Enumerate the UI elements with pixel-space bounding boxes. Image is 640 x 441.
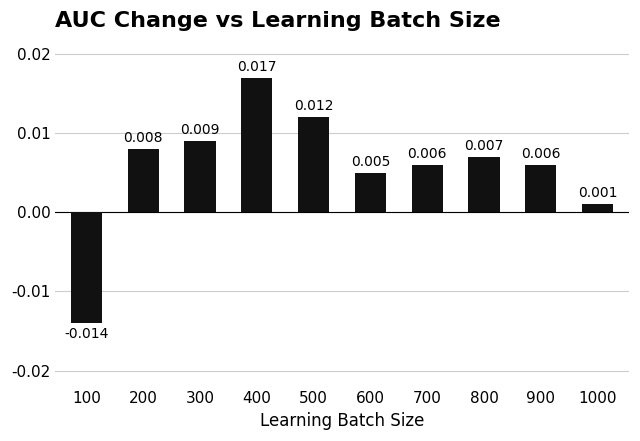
Bar: [355, 173, 386, 213]
Bar: [241, 78, 273, 213]
Text: 0.001: 0.001: [578, 187, 618, 201]
Bar: [412, 165, 443, 213]
Text: 0.009: 0.009: [180, 123, 220, 137]
Text: 0.006: 0.006: [521, 147, 561, 161]
Text: 0.008: 0.008: [124, 131, 163, 145]
Bar: [184, 141, 216, 213]
Bar: [525, 165, 556, 213]
Text: 0.005: 0.005: [351, 155, 390, 169]
Text: 0.017: 0.017: [237, 60, 276, 74]
Text: 0.007: 0.007: [465, 139, 504, 153]
X-axis label: Learning Batch Size: Learning Batch Size: [260, 412, 424, 430]
Bar: [71, 213, 102, 323]
Text: AUC Change vs Learning Batch Size: AUC Change vs Learning Batch Size: [55, 11, 501, 31]
Text: -0.014: -0.014: [64, 327, 109, 341]
Bar: [582, 205, 613, 213]
Bar: [298, 117, 329, 213]
Text: 0.006: 0.006: [408, 147, 447, 161]
Bar: [127, 149, 159, 213]
Text: 0.012: 0.012: [294, 99, 333, 113]
Bar: [468, 157, 500, 213]
